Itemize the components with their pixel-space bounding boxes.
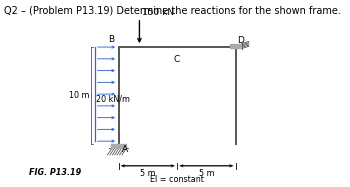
Text: EI = constant: EI = constant <box>150 175 204 184</box>
Text: 10 m: 10 m <box>69 91 89 100</box>
Text: Q2 – (Problem P13.19) Determine the reactions for the shown frame.: Q2 – (Problem P13.19) Determine the reac… <box>4 5 341 15</box>
Text: B: B <box>108 35 114 44</box>
Text: C: C <box>174 55 180 64</box>
Text: 150 kN: 150 kN <box>142 8 174 17</box>
Text: A: A <box>122 145 128 154</box>
Text: FIG. P13.19: FIG. P13.19 <box>29 168 82 177</box>
Text: D: D <box>237 36 244 45</box>
Bar <box>230 44 241 48</box>
Text: 5 m: 5 m <box>140 169 156 178</box>
Text: 5 m: 5 m <box>198 169 214 178</box>
Bar <box>111 144 126 148</box>
Text: 20 kN/m: 20 kN/m <box>96 95 130 104</box>
